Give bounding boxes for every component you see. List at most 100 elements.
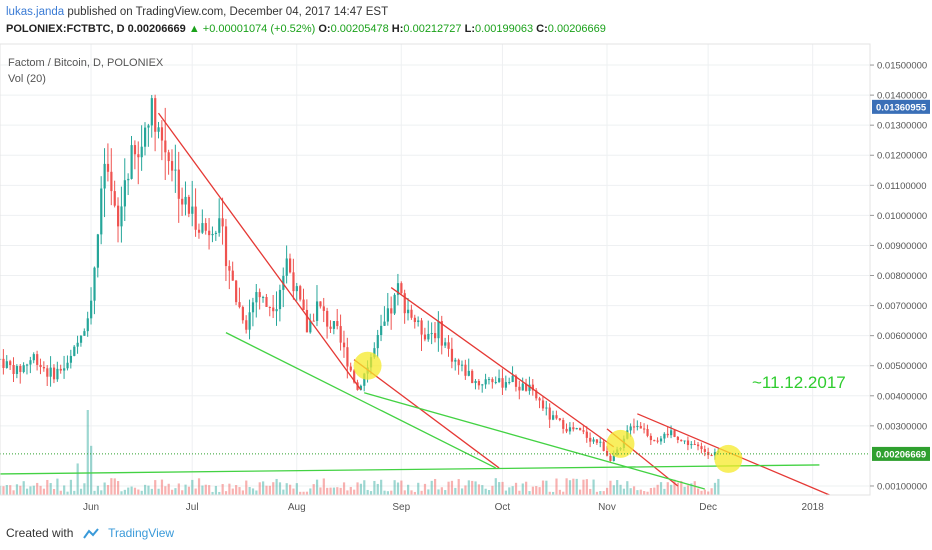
candle-body — [666, 433, 669, 436]
candle-body — [646, 428, 649, 436]
volume-bar — [393, 480, 396, 495]
volume-bar — [103, 482, 106, 495]
candle-body — [602, 441, 605, 451]
volume-bar — [278, 482, 282, 495]
volume-bar — [248, 486, 251, 495]
candle-body — [272, 307, 275, 312]
candle-body — [103, 163, 106, 189]
volume-bar — [228, 483, 231, 495]
volume-bar — [9, 485, 12, 495]
volume-bar — [332, 487, 336, 495]
candle-body — [59, 368, 62, 371]
candle-body — [32, 354, 35, 361]
green-trendline — [225, 332, 496, 469]
candle-body — [258, 292, 261, 298]
volume-bar — [460, 488, 464, 495]
y-tick-label: 0.00900000 — [877, 241, 927, 252]
candle-body — [312, 320, 315, 322]
candle-body — [683, 440, 686, 442]
volume-bar — [457, 479, 460, 495]
x-tick-label: Jun — [83, 502, 99, 513]
volume-bar — [181, 490, 184, 495]
volume-bar — [268, 485, 271, 495]
candle-body — [511, 375, 514, 383]
y-tick-label: 0.00800000 — [877, 271, 927, 282]
candle-body — [150, 98, 153, 126]
candle-body — [15, 366, 19, 374]
candle-body — [525, 383, 528, 391]
volume-bar — [208, 485, 211, 495]
chart-grid — [0, 44, 870, 495]
volume-bar — [683, 486, 686, 495]
volume-bar — [32, 485, 35, 495]
candle-body — [285, 258, 288, 276]
candle-body — [278, 289, 282, 310]
tradingview-link[interactable]: TradingView — [108, 526, 175, 540]
candle-body — [309, 320, 312, 333]
candle-body — [140, 146, 143, 158]
candle-body — [440, 321, 443, 346]
red-trendline — [353, 359, 500, 469]
volume-bar — [626, 481, 629, 495]
volume-bar — [191, 479, 194, 495]
volume-bar — [663, 488, 666, 495]
candle-body — [595, 439, 599, 443]
candle-body — [292, 272, 295, 292]
candle-body — [447, 342, 450, 349]
low-label: L: — [464, 23, 475, 35]
publish-info: published on TradingView.com, December 0… — [67, 6, 389, 18]
candle-body — [251, 302, 255, 313]
candle-body — [315, 301, 319, 321]
candle-body — [562, 420, 565, 429]
volume-bar — [471, 480, 474, 495]
candle-body — [501, 378, 504, 388]
candle-body — [329, 326, 332, 329]
candle-body — [531, 384, 534, 391]
candle-body — [79, 335, 83, 343]
candle-body — [346, 347, 349, 367]
candle-body — [39, 364, 42, 368]
price-chart[interactable]: Factom / Bitcoin, D, POLONIEX Vol (20) ~… — [0, 40, 932, 518]
volume-bar — [93, 490, 96, 495]
candle-body — [363, 373, 366, 386]
volume-bar — [342, 482, 346, 495]
author-link[interactable]: lukas.janda — [6, 6, 65, 18]
candle-body — [110, 171, 113, 192]
volume-bar — [417, 482, 420, 495]
price-badges: 0.01360955 0.00206669 — [872, 99, 930, 461]
volume-bar — [258, 482, 261, 495]
volume-bar — [670, 484, 673, 495]
volume-bar — [643, 491, 646, 495]
volume-bar — [184, 484, 187, 495]
volume-bar — [123, 489, 126, 495]
candle-body — [2, 358, 5, 368]
candle-body — [170, 161, 174, 171]
candle-body — [245, 320, 248, 330]
volume-bar — [494, 478, 497, 495]
volume-bar — [690, 483, 693, 495]
price-badge-label: 0.00206669 — [876, 449, 926, 460]
low-value: 0.00199063 — [474, 23, 534, 35]
volume-bar — [413, 491, 416, 495]
volume-bar — [680, 480, 683, 495]
volume-bar — [619, 484, 622, 495]
volume-bar — [164, 486, 167, 495]
volume-bar — [319, 487, 322, 495]
volume-bar — [467, 480, 470, 495]
volume-bar — [639, 489, 642, 495]
candle-body — [265, 297, 268, 307]
volume-bar — [525, 481, 528, 495]
highlight-circle — [353, 351, 382, 380]
candle-body — [491, 379, 494, 383]
volume-bar — [49, 483, 52, 495]
candle-body — [474, 380, 477, 384]
candle-body — [113, 191, 116, 206]
candle-body — [656, 440, 659, 442]
candle-body — [336, 321, 339, 327]
candle-body — [454, 359, 457, 362]
candle-body — [177, 169, 180, 199]
candle-body — [73, 346, 76, 356]
candle-body — [558, 418, 561, 421]
candle-body — [673, 430, 676, 437]
volume-bar — [659, 482, 663, 495]
